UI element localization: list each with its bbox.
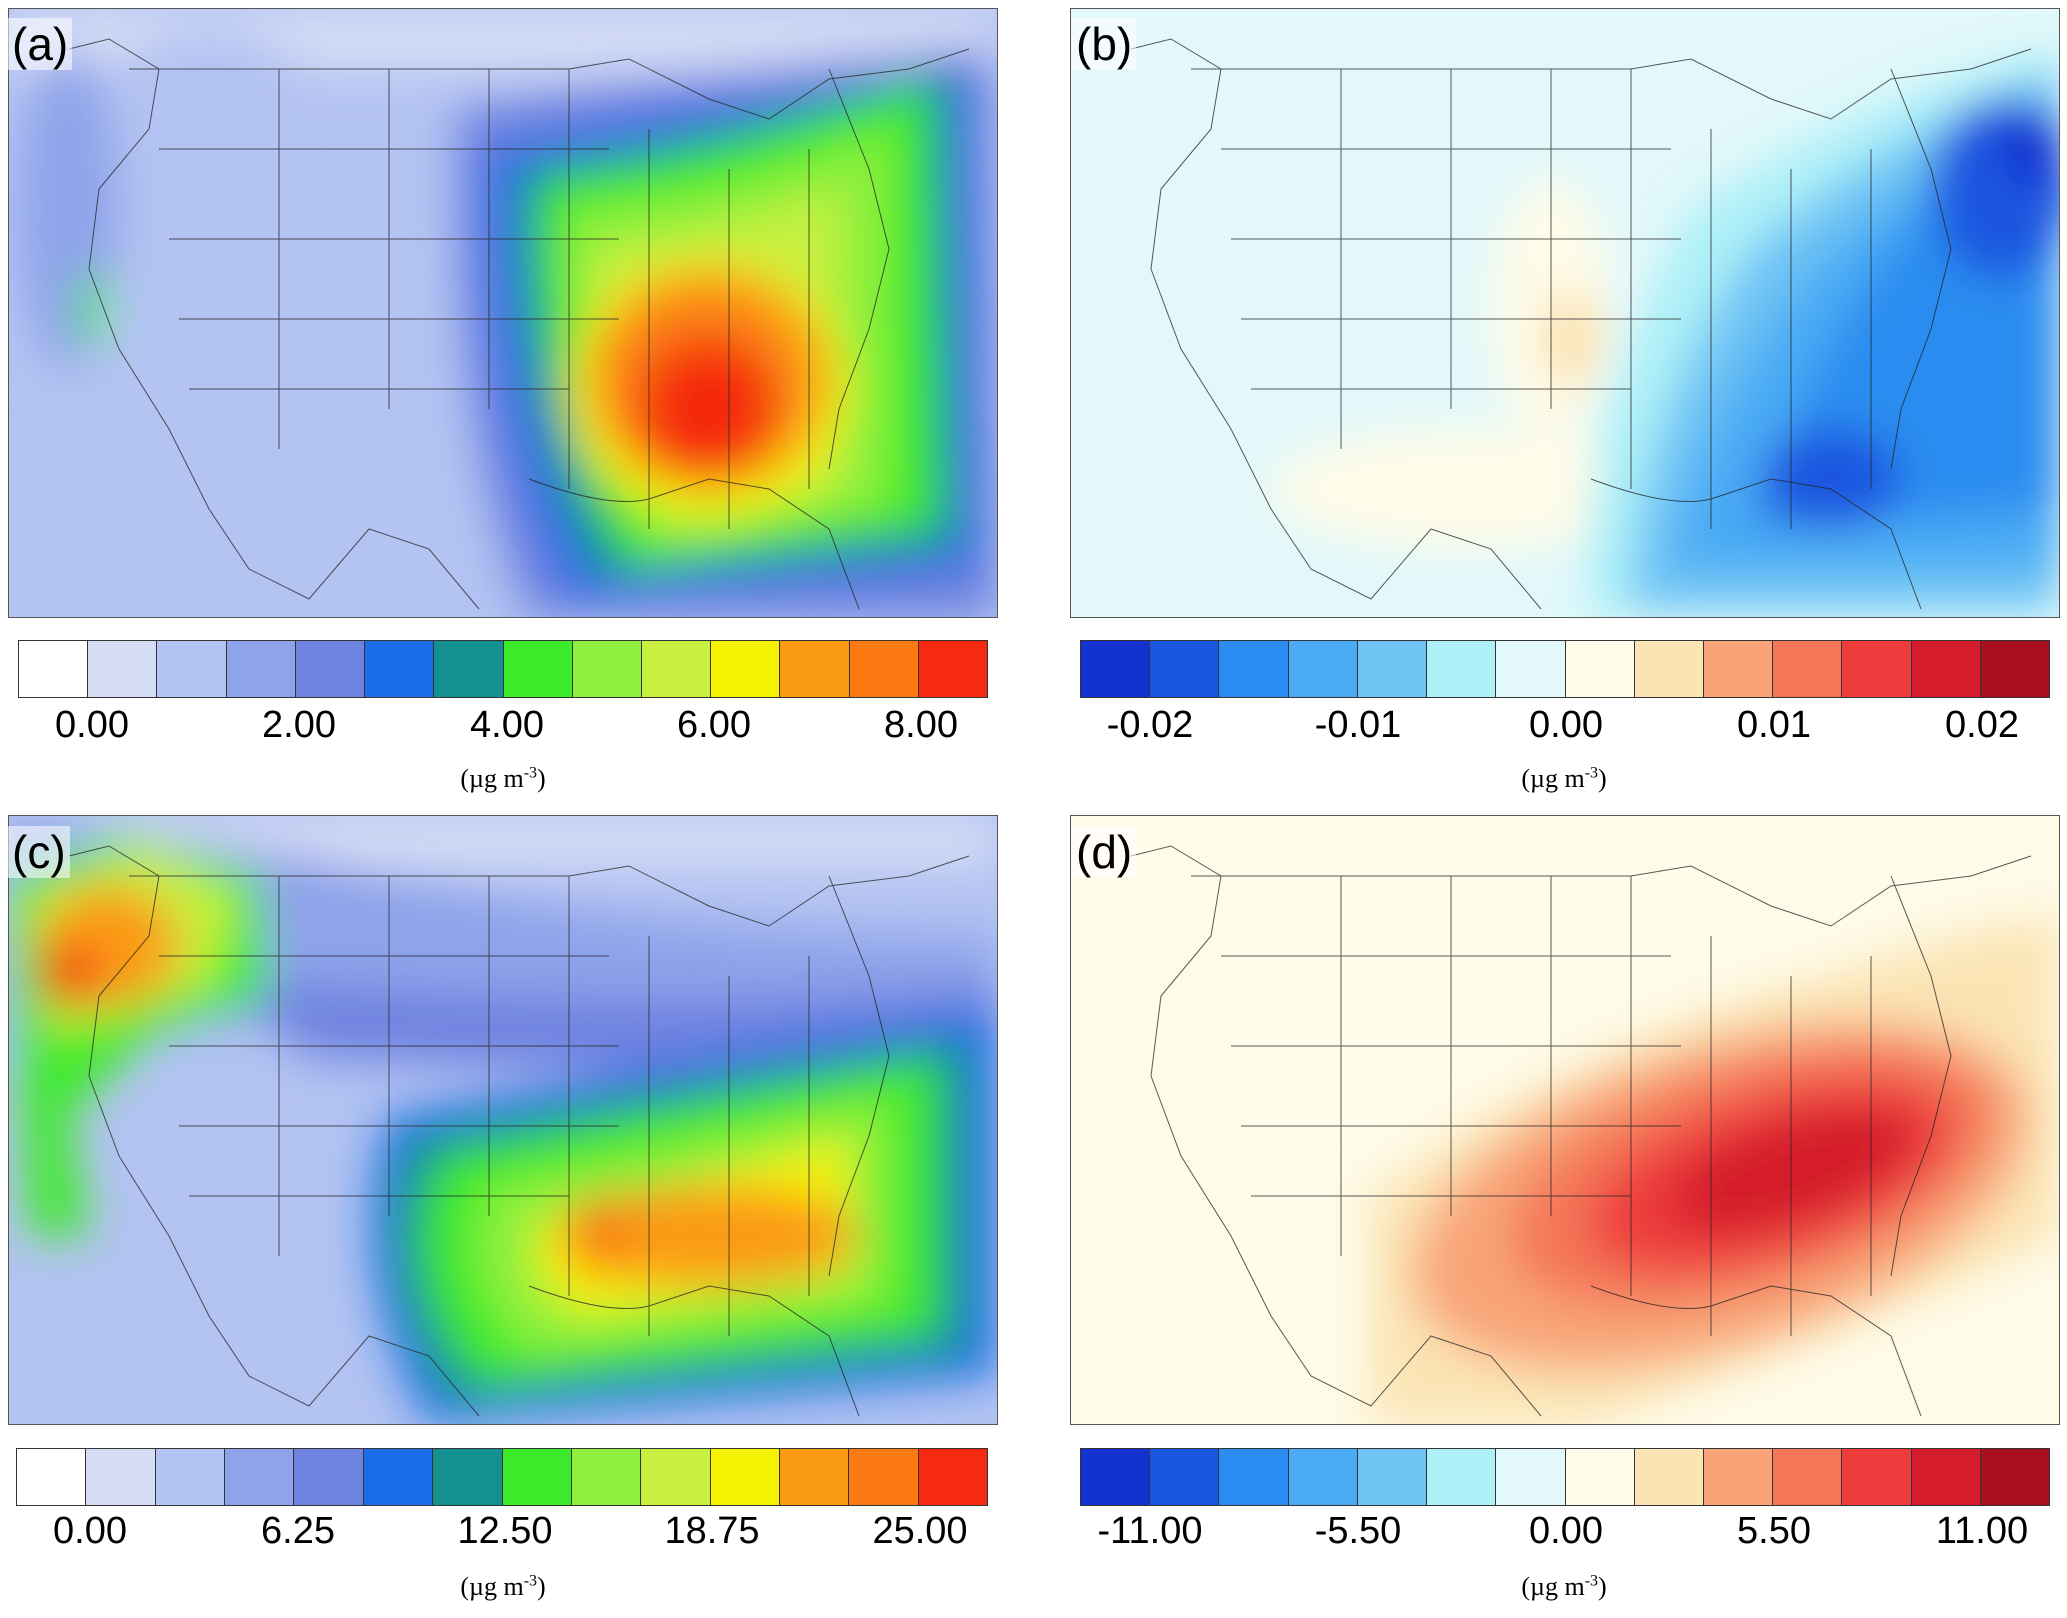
colorbar-swatch (1427, 1449, 1497, 1505)
colorbar-swatch (571, 1449, 642, 1505)
colorbar-swatch (1703, 1449, 1774, 1505)
colorbar-tick: 0.01 (1737, 704, 1811, 746)
colorbar-swatch (294, 1449, 364, 1505)
colorbar-c (16, 1448, 988, 1506)
map-b (1070, 8, 2060, 618)
colorbar-swatch (1288, 1449, 1358, 1505)
colorbar-swatch (1703, 641, 1774, 697)
colorbar-swatch (641, 641, 712, 697)
colorbar-tick: 6.00 (677, 704, 751, 746)
map-a (8, 8, 998, 618)
colorbar-tick: 0.00 (53, 1510, 127, 1552)
colorbar-tick: 12.50 (457, 1510, 553, 1552)
colorbar-swatch (1081, 1449, 1151, 1505)
colorbar-tick: 8.00 (884, 704, 958, 746)
colorbar-swatch (572, 641, 642, 697)
colorbar-tick: 6.25 (261, 1510, 335, 1552)
colorbar-b (1080, 640, 2050, 698)
colorbar-swatch (226, 641, 296, 697)
colorbar-swatch (157, 641, 227, 697)
colorbar-swatch (1565, 1449, 1635, 1505)
colorbar-swatch (1150, 1449, 1220, 1505)
colorbar-tick: -5.50 (1314, 1510, 1402, 1552)
colorbar-swatch (1496, 1449, 1566, 1505)
colorbar-swatch (365, 641, 435, 697)
colorbar-swatch (711, 641, 781, 697)
colorbar-swatch (1980, 1449, 2050, 1505)
colorbar-swatch (1219, 1449, 1289, 1505)
colorbar-unit: (µg m-3) (1521, 764, 1607, 793)
colorbar-swatch (780, 641, 850, 697)
colorbar-swatch (1288, 641, 1358, 697)
colorbar-swatch (1980, 641, 2050, 697)
map-c (8, 815, 998, 1425)
colorbar-swatch (1773, 1449, 1843, 1505)
colorbar-swatch (17, 1449, 87, 1505)
colorbar-swatch (849, 641, 919, 697)
colorbar-tick: 4.00 (470, 704, 544, 746)
colorbar-swatch (1911, 641, 1981, 697)
colorbar-swatch (1150, 641, 1220, 697)
colorbar-swatch (1911, 1449, 1981, 1505)
colorbar-swatch (1842, 641, 1912, 697)
colorbar-tick: -11.00 (1097, 1510, 1203, 1552)
colorbar-swatch (433, 1449, 503, 1505)
colorbar-tick: 5.50 (1737, 1510, 1811, 1552)
colorbar-swatch (295, 641, 366, 697)
colorbar-swatch (225, 1449, 295, 1505)
colorbar-swatch (1565, 641, 1635, 697)
colorbar-swatch (434, 641, 504, 697)
colorbar-swatch (1357, 1449, 1428, 1505)
colorbar-swatch (155, 1449, 226, 1505)
colorbar-unit: (µg m-3) (460, 764, 546, 793)
panel-label-b: (b) (1072, 18, 1137, 70)
colorbar-swatch (1634, 641, 1704, 697)
colorbar-swatch (1842, 1449, 1912, 1505)
panel-label-a: (a) (8, 18, 73, 70)
map-d (1070, 815, 2060, 1425)
colorbar-swatch (918, 1449, 988, 1505)
panel-label-d: (d) (1072, 826, 1137, 878)
colorbar-tick: 0.00 (55, 704, 129, 746)
colorbar-tick: -0.01 (1314, 704, 1402, 746)
colorbar-swatch (1634, 1449, 1704, 1505)
colorbar-swatch (849, 1449, 919, 1505)
colorbar-unit: (µg m-3) (460, 1572, 546, 1601)
colorbar-swatch (1773, 641, 1843, 697)
panel-label-c: (c) (8, 826, 70, 878)
colorbar-swatch (86, 1449, 156, 1505)
colorbar-tick: 0.00 (1529, 1510, 1603, 1552)
colorbar-tick: 2.00 (262, 704, 336, 746)
colorbar-unit: (µg m-3) (1521, 1572, 1607, 1601)
colorbar-tick: 0.00 (1529, 704, 1603, 746)
colorbar-d (1080, 1448, 2050, 1506)
colorbar-swatch (363, 1449, 434, 1505)
colorbar-tick: 18.75 (664, 1510, 760, 1552)
colorbar-swatch (1081, 641, 1151, 697)
colorbar-tick: -0.02 (1106, 704, 1194, 746)
colorbar-swatch (503, 641, 573, 697)
colorbar-swatch (1219, 641, 1289, 697)
colorbar-swatch (88, 641, 158, 697)
colorbar-swatch (710, 1449, 780, 1505)
colorbar-tick: 25.00 (872, 1510, 968, 1552)
colorbar-swatch (779, 1449, 850, 1505)
colorbar-swatch (19, 641, 89, 697)
colorbar-tick: 11.00 (1935, 1510, 2029, 1552)
colorbar-swatch (1357, 641, 1428, 697)
colorbar-swatch (1427, 641, 1497, 697)
colorbar-swatch (1496, 641, 1566, 697)
colorbar-swatch (641, 1449, 711, 1505)
colorbar-swatch (502, 1449, 572, 1505)
colorbar-tick: 0.02 (1945, 704, 2019, 746)
colorbar-swatch (918, 641, 988, 697)
colorbar-a (18, 640, 988, 698)
